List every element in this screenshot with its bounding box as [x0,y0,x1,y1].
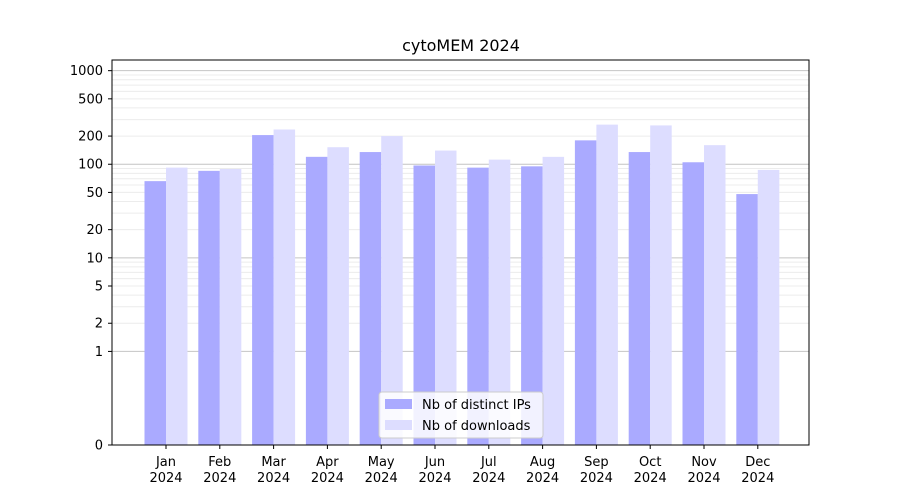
y-tick-label: 5 [95,280,103,295]
x-tick-label: Sep 2024 [580,455,613,486]
bar-distinct-ips [574,140,597,445]
bar-downloads [488,159,511,445]
bar-distinct-ips [467,167,489,445]
bar-distinct-ips [359,152,382,445]
bar-downloads [327,147,349,445]
x-tick-label: Feb 2024 [203,455,236,486]
legend [378,391,544,439]
x-tick-label: Jan 2024 [149,455,182,486]
bar-downloads [542,156,565,446]
y-tick-label: 20 [86,223,103,238]
bar-distinct-ips [198,170,220,446]
legend-label: Nb of downloads [422,419,531,434]
y-tick-label: 1000 [70,64,103,79]
y-tick-label: 100 [78,158,103,173]
y-tick-label: 10 [86,251,103,266]
legend-swatch [385,399,412,409]
plot-frame [111,59,810,446]
bar-downloads [435,150,457,445]
x-tick-label: Jul 2024 [472,455,505,486]
y-tick-label: 2 [95,317,103,332]
bar-distinct-ips [305,156,328,446]
bar-distinct-ips [521,166,543,445]
x-tick-label: Aug 2024 [526,455,559,486]
x-tick-label: Apr 2024 [311,455,344,486]
y-tick-label: 0 [95,439,103,454]
x-tick-label: Dec 2024 [741,455,774,486]
bar-distinct-ips [628,152,651,445]
bar-downloads [381,136,403,446]
bar-downloads [596,124,618,445]
chart-title: cytoMEM 2024 [402,36,520,55]
bar-distinct-ips [144,181,166,445]
bar-downloads [166,167,188,445]
x-tick-label: Jun 2024 [418,455,451,486]
bar-distinct-ips [413,165,435,446]
x-tick-label: Nov 2024 [687,455,720,486]
x-tick-label: Oct 2024 [634,455,667,486]
y-tick-label: 1 [95,345,103,360]
y-tick-label: 500 [78,92,103,107]
bar-downloads [219,168,242,445]
legend-swatch [385,420,412,430]
legend-label: Nb of distinct IPs [422,398,531,413]
bar-downloads [757,169,780,445]
bar-downloads [650,125,672,445]
bar-distinct-ips [252,135,274,445]
bar-downloads [704,145,726,445]
x-tick-label: May 2024 [365,455,398,486]
bar-distinct-ips [736,194,758,445]
bar-distinct-ips [682,162,704,446]
y-tick-label: 200 [78,130,103,145]
y-tick-label: 50 [86,186,103,201]
x-tick-label: Mar 2024 [257,455,290,486]
bar-downloads [273,129,296,445]
